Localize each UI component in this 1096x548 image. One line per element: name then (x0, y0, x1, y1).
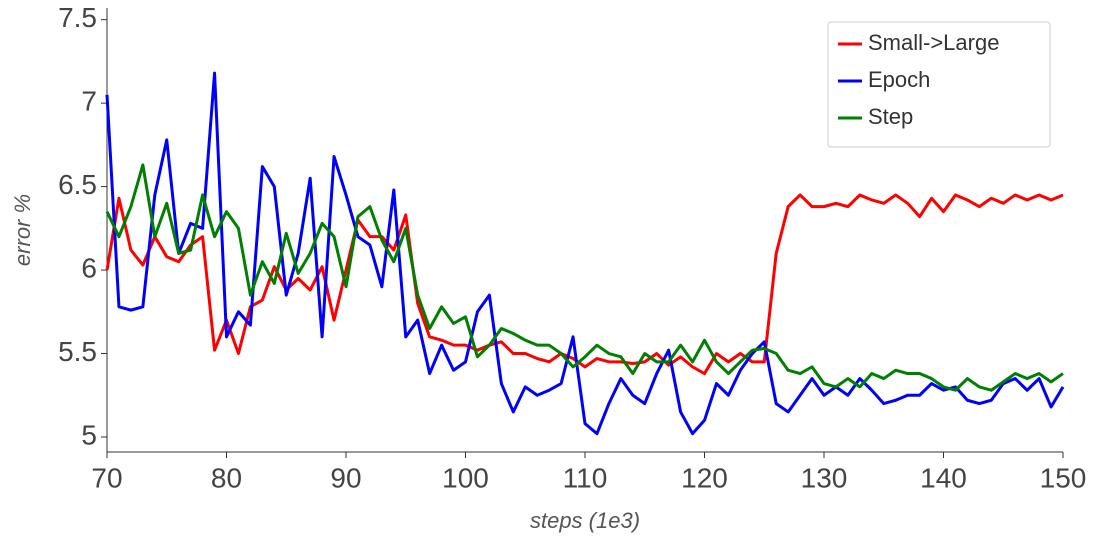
x-axis-label: steps (1e3) (530, 508, 640, 533)
legend-box (827, 21, 1051, 148)
series-line (105, 71, 1065, 436)
x-tick-label: 70 (91, 462, 122, 493)
x-tick-label: 150 (1040, 462, 1087, 493)
y-tick-label: 5 (81, 419, 97, 450)
y-tick-label: 7.5 (58, 2, 97, 33)
y-tick-label: 7 (81, 86, 97, 117)
x-tick-label: 100 (442, 462, 489, 493)
legend-label: Step (868, 104, 913, 129)
x-tick-label: 120 (681, 462, 728, 493)
x-tick-label: 80 (211, 462, 242, 493)
x-tick-label: 140 (920, 462, 967, 493)
x-tick-label: 130 (801, 462, 848, 493)
legend-label: Small->Large (868, 30, 999, 55)
x-tick-label: 110 (563, 462, 608, 493)
y-tick-label: 6 (81, 252, 97, 283)
x-tick-label: 90 (330, 462, 361, 493)
y-tick-label: 5.5 (58, 336, 97, 367)
series-line (105, 163, 1064, 392)
y-tick-label: 6.5 (58, 169, 97, 200)
legend-label: Epoch (868, 67, 930, 92)
series-line (105, 193, 1064, 376)
y-axis-label: error % (10, 194, 35, 266)
